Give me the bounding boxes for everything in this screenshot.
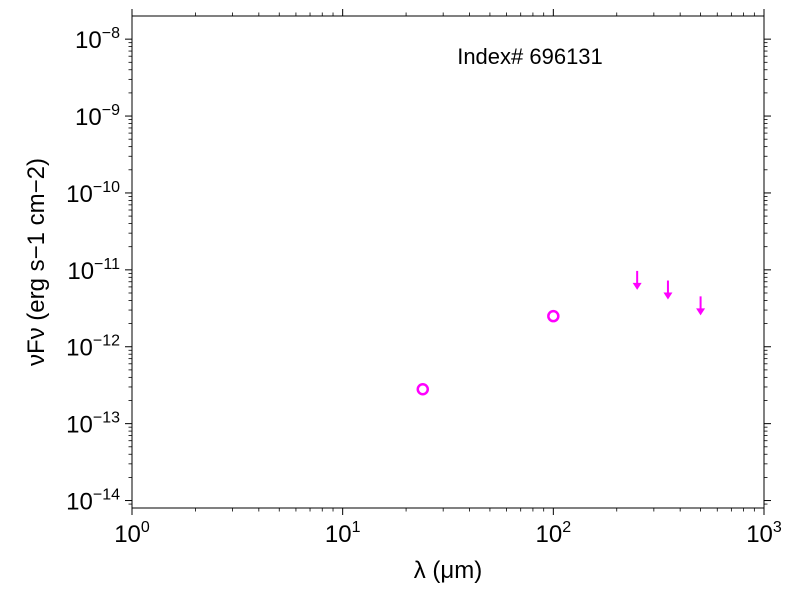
annotation-index: Index# 696131 [457, 44, 603, 69]
y-tick-label: 10−8 [75, 25, 120, 54]
y-tick-label: 10−14 [66, 487, 120, 516]
detection-point [547, 309, 560, 323]
x-tick-labels: 100 101 102 103 [114, 519, 782, 548]
x-tick-label: 103 [746, 519, 782, 548]
x-tick-label: 100 [114, 519, 150, 548]
plot-frame [131, 15, 765, 509]
detection-point [416, 383, 430, 396]
y-tick-label: 10−10 [66, 179, 120, 208]
major-ticks [125, 9, 771, 515]
y-tick-label: 10−12 [66, 333, 120, 362]
x-axis-title: λ (μm) [414, 557, 482, 584]
data-points [416, 270, 706, 396]
y-tick-labels: 10−14 10−13 10−12 10−11 10−10 10−9 10−8 [66, 25, 120, 515]
y-tick-label: 10−11 [67, 256, 120, 285]
y-tick-label: 10−13 [66, 410, 120, 439]
upper-limit-arrow [663, 280, 673, 300]
x-tick-label: 102 [536, 519, 572, 548]
y-axis-title: νFν (erg s−1 cm−2) [23, 158, 50, 366]
y-tick-label: 10−9 [75, 102, 120, 131]
x-tick-label: 101 [325, 519, 361, 548]
minor-ticks [128, 12, 768, 512]
upper-limit-arrow [696, 296, 706, 316]
upper-limit-arrow [632, 270, 642, 290]
